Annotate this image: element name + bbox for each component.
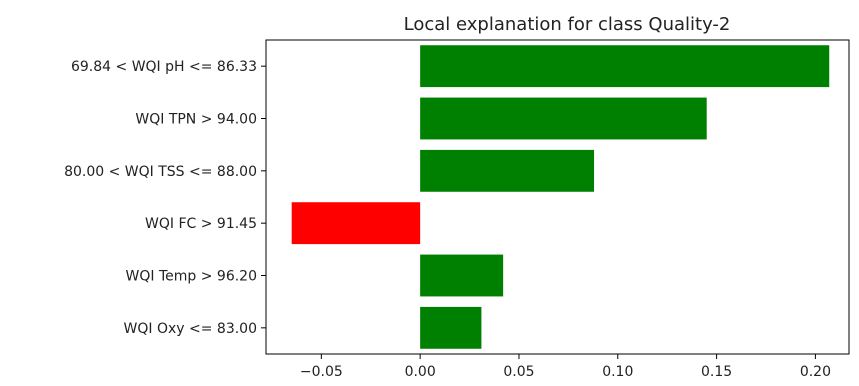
bar-2 (420, 149, 595, 192)
x-tick-label-3: 0.10 (602, 364, 633, 380)
y-tick-label-0: 69.84 < WQI pH <= 86.33 (71, 59, 257, 75)
x-axis: −0.05 0.00 0.05 0.10 0.15 0.20 (300, 354, 831, 380)
bar-0 (420, 45, 830, 88)
plot-frame (265, 39, 850, 355)
y-tick-label-5: WQI Oxy <= 83.00 (124, 321, 257, 337)
x-tick-label-4: 0.15 (701, 364, 732, 380)
x-tick-label-5: 0.20 (800, 364, 831, 380)
x-tick-label-0: −0.05 (300, 364, 343, 380)
y-axis: 69.84 < WQI pH <= 86.33 WQI TPN > 94.00 80… (64, 59, 266, 337)
x-tick-label-2: 0.05 (503, 364, 534, 380)
y-tick-label-3: WQI FC > 91.45 (145, 216, 257, 232)
bar-3 (291, 202, 421, 245)
y-tick-label-1: WQI TPN > 94.00 (135, 112, 257, 128)
bar-5 (420, 306, 482, 349)
x-tick-label-1: 0.00 (405, 364, 436, 380)
bars-layer (291, 45, 830, 349)
bar-4 (420, 254, 504, 297)
y-tick-label-2: 80.00 < WQI TSS <= 88.00 (64, 164, 257, 180)
chart-title: Local explanation for class Quality-2 (404, 14, 731, 35)
bar-1 (420, 97, 707, 140)
y-tick-label-4: WQI Temp > 96.20 (126, 269, 257, 285)
